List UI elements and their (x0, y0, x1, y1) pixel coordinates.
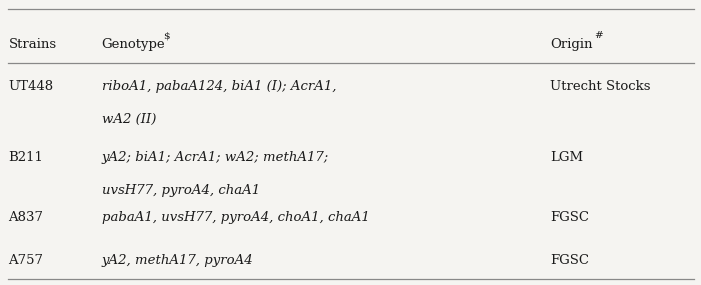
Text: B211: B211 (8, 151, 43, 164)
Text: FGSC: FGSC (550, 211, 590, 224)
Text: FGSC: FGSC (550, 254, 590, 267)
Text: LGM: LGM (550, 151, 583, 164)
Text: UT448: UT448 (8, 80, 53, 93)
Text: uvsH77, pyroA4, chaA1: uvsH77, pyroA4, chaA1 (102, 184, 260, 197)
Text: A757: A757 (8, 254, 43, 267)
Text: Genotype: Genotype (102, 38, 165, 52)
Text: yA2; biA1; AcrA1; wA2; methA17;: yA2; biA1; AcrA1; wA2; methA17; (102, 151, 329, 164)
Text: wA2 (II): wA2 (II) (102, 113, 156, 126)
Text: A837: A837 (8, 211, 43, 224)
Text: yA2, methA17, pyroA4: yA2, methA17, pyroA4 (102, 254, 253, 267)
Text: Origin: Origin (550, 38, 593, 52)
Text: pabaA1, uvsH77, pyroA4, choA1, chaA1: pabaA1, uvsH77, pyroA4, choA1, chaA1 (102, 211, 369, 224)
Text: riboA1, pabaA124, biA1 (I); AcrA1,: riboA1, pabaA124, biA1 (I); AcrA1, (102, 80, 336, 93)
Text: Utrecht Stocks: Utrecht Stocks (550, 80, 651, 93)
Text: #: # (594, 31, 602, 40)
Text: Strains: Strains (8, 38, 57, 52)
Text: $: $ (163, 31, 170, 40)
